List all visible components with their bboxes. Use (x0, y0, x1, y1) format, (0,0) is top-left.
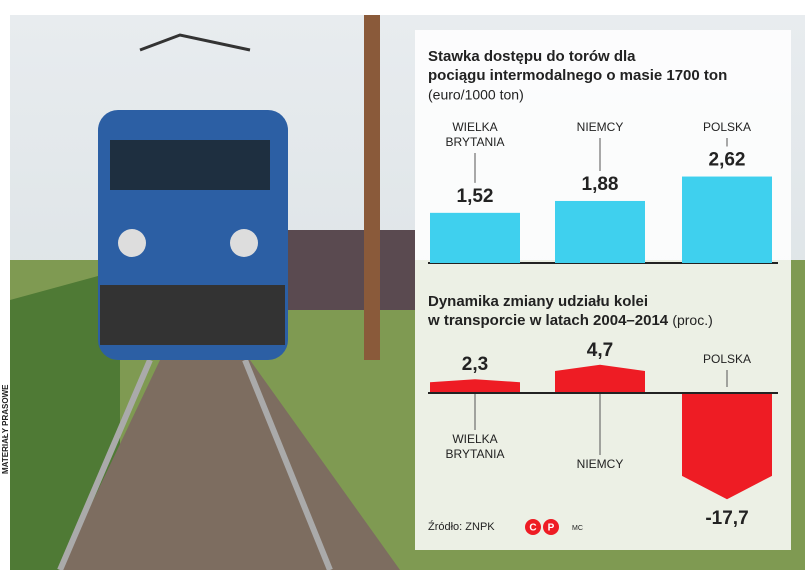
label-line: NIEMCY (577, 120, 624, 134)
bar (430, 379, 520, 393)
value-label: 4,7 (587, 340, 613, 361)
label-line: BRYTANIA (446, 447, 505, 461)
logo-circle (525, 519, 541, 535)
value-label: 1,52 (457, 186, 494, 207)
value-label: 2,62 (709, 150, 746, 171)
category-label: WIELKA BRYTANIA (446, 432, 505, 461)
logo-circle (543, 519, 559, 535)
category-label: POLSKA (703, 352, 751, 366)
value-label: 1,88 (582, 174, 619, 195)
category-label: POLSKA (703, 120, 751, 134)
credit: MATERIAŁY PRASOWE (1, 384, 10, 474)
label-line: WIELKA (452, 120, 497, 134)
label-line: POLSKA (703, 352, 751, 366)
chart-title: Dynamika zmiany udziału kolei w transporc… (427, 293, 713, 329)
label-line: WIELKA (452, 432, 497, 446)
label-line: POLSKA (703, 120, 751, 134)
category-label: NIEMCY (577, 457, 624, 471)
title-line: w transporcie w latach 2004–2014 (427, 312, 669, 329)
bar (682, 393, 772, 500)
value-label: -17,7 (705, 508, 748, 529)
bar (430, 212, 520, 263)
chart-subtitle: (euro/1000 ton) (428, 87, 524, 103)
title-line: Stawka dostępu do torów dla (428, 48, 636, 65)
title-line: pociągu intermodalnego o masie 1700 ton (428, 67, 727, 84)
category-label: WIELKA BRYTANIA (446, 120, 505, 149)
value-label: 2,3 (462, 354, 488, 375)
bar (682, 176, 772, 263)
bar (555, 200, 645, 263)
title-line: Dynamika zmiany udziału kolei (428, 293, 648, 310)
label-line: NIEMCY (577, 457, 624, 471)
bar (555, 364, 645, 393)
logo-letter: P (548, 523, 555, 534)
category-label: NIEMCY (577, 120, 624, 134)
chart-title: Stawka dostępu do torów dla pociągu inter… (428, 48, 727, 84)
logo-letter: C (529, 523, 536, 534)
label-line: BRYTANIA (446, 135, 505, 149)
chart-subtitle: (proc.) (672, 312, 712, 328)
author: MC (572, 525, 583, 532)
source: Źródło: ZNPK (428, 520, 495, 533)
